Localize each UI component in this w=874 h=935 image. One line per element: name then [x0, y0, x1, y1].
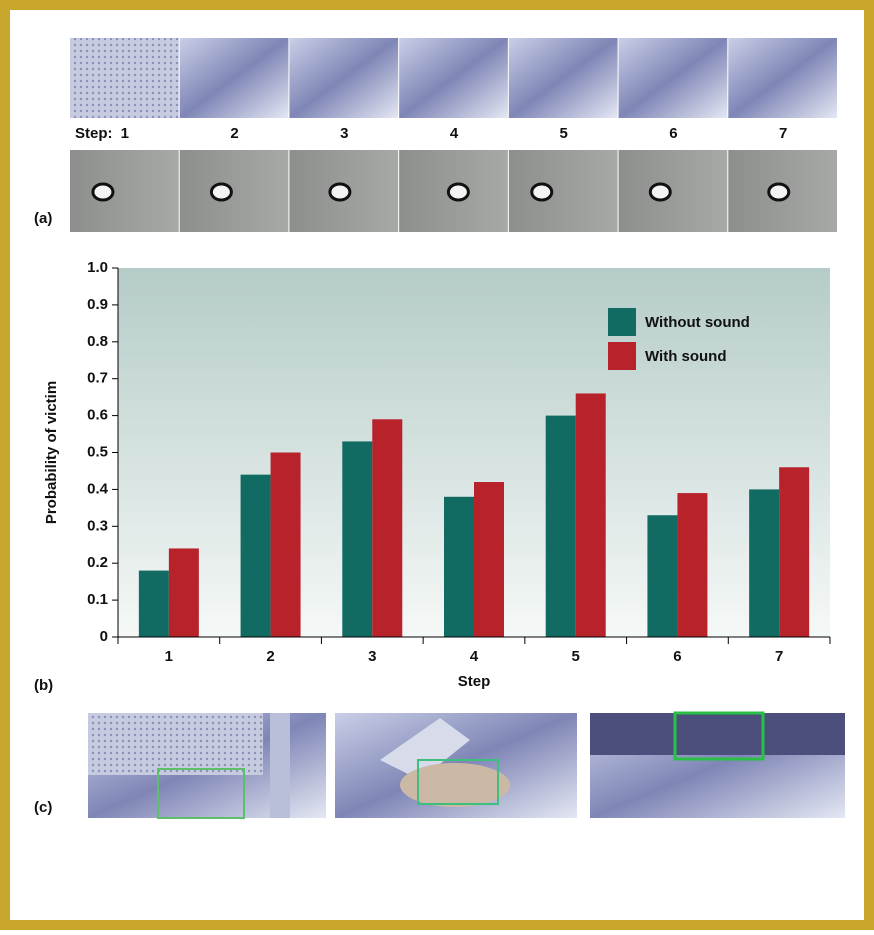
y-tick-label: 1.0 — [87, 259, 108, 276]
panel-label: (c) — [34, 799, 52, 816]
photo — [88, 713, 326, 819]
legend-swatch — [608, 308, 636, 336]
step-number: 7 — [779, 125, 787, 142]
photo — [289, 38, 399, 118]
y-tick-label: 0.9 — [87, 296, 108, 313]
bar — [138, 570, 169, 637]
step-number: 2 — [230, 125, 238, 142]
x-tick-label: 6 — [673, 648, 681, 665]
feature-map — [70, 150, 179, 232]
bar — [168, 548, 199, 637]
y-tick-label: 0.7 — [87, 370, 108, 387]
feature-blob — [446, 182, 470, 202]
y-tick-label: 0.3 — [87, 517, 108, 534]
bar — [342, 441, 373, 637]
x-axis-label: Step — [458, 673, 491, 690]
feature-blob — [209, 182, 233, 202]
bar — [545, 415, 576, 637]
bar — [270, 452, 301, 637]
y-tick-label: 0.1 — [87, 591, 108, 608]
y-axis-label: Probability of victim — [43, 381, 60, 524]
x-tick-label: 5 — [572, 648, 580, 665]
y-tick-label: 0.5 — [87, 443, 108, 460]
feature-blob — [91, 182, 115, 202]
step-number: 6 — [669, 125, 677, 142]
step-number: 5 — [560, 125, 568, 142]
bar — [647, 515, 678, 637]
x-tick-label: 4 — [470, 648, 479, 665]
photo — [618, 38, 728, 118]
feature-map — [508, 150, 618, 232]
bar — [444, 496, 474, 637]
bar — [779, 467, 810, 637]
photo — [335, 713, 577, 818]
photo — [179, 38, 289, 118]
photo — [508, 38, 618, 118]
feature-map — [618, 150, 728, 232]
y-tick-label: 0 — [100, 628, 108, 645]
legend-swatch — [608, 342, 636, 370]
y-tick-label: 0.2 — [87, 554, 108, 571]
legend-label: With sound — [645, 348, 727, 365]
photo — [70, 38, 179, 118]
panel-label: (a) — [34, 210, 52, 227]
x-tick-label: 2 — [266, 648, 274, 665]
photo — [728, 38, 837, 118]
step-number: 3 — [340, 125, 348, 142]
bar — [749, 489, 780, 637]
x-tick-label: 1 — [165, 648, 173, 665]
x-tick-label: 3 — [368, 648, 376, 665]
feature-map — [179, 150, 289, 232]
step-number: 1 — [121, 125, 129, 142]
bar — [474, 482, 504, 637]
step-label: Step: — [75, 125, 113, 142]
y-tick-label: 0.6 — [87, 407, 108, 424]
y-tick-label: 0.8 — [87, 333, 108, 350]
x-tick-label: 7 — [775, 648, 783, 665]
step-number: 4 — [450, 125, 459, 142]
photo — [399, 38, 508, 118]
y-tick-label: 0.4 — [87, 480, 109, 497]
bar — [575, 393, 606, 637]
feature-blob — [328, 182, 352, 202]
photo — [590, 711, 845, 818]
panel-label: (b) — [34, 677, 53, 694]
bar — [240, 474, 271, 637]
feature-blob — [530, 182, 554, 202]
feature-blob — [767, 182, 791, 202]
bar — [372, 419, 403, 637]
legend-label: Without sound — [645, 314, 750, 331]
bar — [677, 493, 708, 637]
feature-blob — [648, 182, 672, 202]
